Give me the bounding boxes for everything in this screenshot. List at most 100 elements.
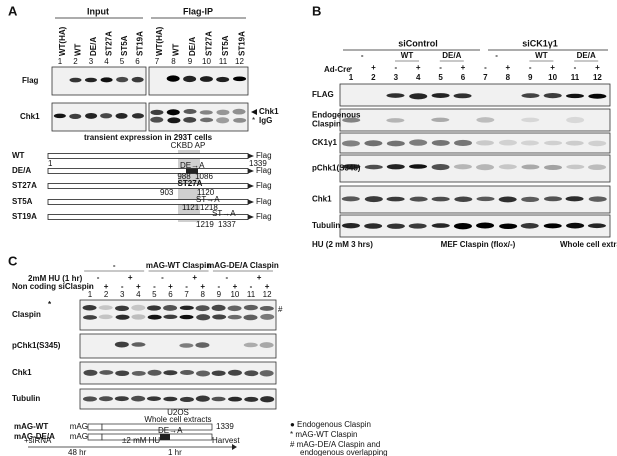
band — [150, 116, 164, 123]
lane-label: ST19A — [238, 31, 247, 56]
lane-number: 11 — [571, 73, 580, 82]
band — [453, 93, 472, 99]
lane-number: 4 — [416, 73, 421, 82]
band — [243, 304, 258, 311]
band — [115, 305, 130, 311]
mutation: DE→A — [180, 161, 205, 170]
band — [243, 314, 258, 321]
lane-number: 7 — [483, 73, 488, 82]
sign: - — [250, 282, 253, 291]
flag-arrow — [248, 183, 254, 189]
construct-bar — [101, 433, 213, 441]
lane-number: 10 — [202, 57, 211, 66]
lane-label: WT — [74, 43, 83, 56]
lane-number: 11 — [247, 290, 256, 299]
band — [227, 314, 242, 320]
row-label: pChk1(S345) — [12, 341, 61, 350]
lane-number: 5 — [152, 290, 157, 299]
sign: - — [89, 282, 92, 291]
band — [386, 164, 405, 170]
sign: + — [233, 282, 238, 291]
blot — [148, 102, 249, 132]
band — [498, 196, 517, 203]
lane-number: 6 — [168, 290, 173, 299]
header: Input — [87, 6, 109, 16]
residue: 1086 — [195, 172, 213, 181]
blot — [51, 102, 147, 132]
construct-bar — [47, 183, 249, 189]
band — [211, 396, 226, 402]
band — [588, 196, 607, 202]
blot — [339, 132, 611, 154]
row-label: Endogenous — [312, 111, 361, 120]
band — [566, 164, 585, 170]
band — [244, 396, 259, 402]
band — [476, 117, 495, 123]
construct-name: WT — [12, 151, 25, 160]
band — [260, 396, 275, 403]
sign: + — [136, 282, 141, 291]
row-label: pChk1(S345) — [312, 164, 361, 173]
band — [98, 305, 113, 310]
lane-number: 2 — [104, 290, 109, 299]
band — [454, 196, 473, 202]
residue: 1120 — [197, 188, 215, 197]
footnote: U2OS — [167, 408, 189, 417]
blot — [79, 333, 277, 359]
band — [498, 164, 517, 170]
blot — [339, 154, 611, 183]
legend-entry: * mAG-WT Claspin — [290, 430, 357, 439]
tag-label: Flag — [256, 151, 272, 160]
band — [233, 117, 247, 123]
band — [364, 140, 383, 147]
band — [179, 343, 194, 348]
band — [259, 306, 274, 311]
band — [453, 223, 472, 230]
lane-number: 3 — [120, 290, 125, 299]
blot — [79, 299, 277, 331]
band-mark: * — [48, 300, 52, 309]
band — [431, 139, 450, 146]
band — [409, 93, 428, 100]
construct-bar — [47, 168, 249, 174]
residue: 1219 — [196, 220, 214, 229]
band — [341, 140, 360, 147]
row-label: Claspin — [312, 120, 341, 129]
lane-number: 8 — [200, 290, 205, 299]
group-label: siControl — [398, 38, 438, 48]
sign: + — [461, 63, 466, 72]
construct-name: mAG-WT — [14, 422, 48, 431]
sign: + — [128, 273, 133, 282]
band — [409, 164, 428, 169]
band — [163, 304, 178, 311]
row-label: CK1γ1 — [312, 138, 337, 147]
subgroup-label: WT — [401, 51, 414, 60]
band — [179, 396, 194, 403]
band — [386, 223, 405, 229]
band — [565, 140, 584, 146]
sign: - — [484, 63, 487, 72]
band — [166, 75, 180, 82]
band — [565, 93, 584, 99]
timeline-label: ±2 mM HU — [122, 436, 160, 445]
band — [131, 113, 144, 119]
sign: - — [439, 63, 442, 72]
band — [196, 314, 211, 321]
band — [521, 164, 540, 170]
lane-number: 4 — [104, 57, 109, 66]
blot — [79, 361, 277, 385]
subgroup-label: - — [361, 51, 364, 60]
row-label: Tubulin — [312, 221, 340, 230]
band — [341, 222, 360, 229]
tag-label: mAG — [70, 432, 88, 441]
lane-number: 12 — [263, 290, 272, 299]
band — [543, 196, 562, 202]
row-label: Chk1 — [20, 112, 40, 121]
group-label: mAG-WT Claspin — [146, 261, 211, 270]
band — [98, 314, 113, 320]
band — [166, 109, 180, 116]
band — [131, 342, 146, 347]
mutation: DE→A — [158, 426, 183, 435]
band — [53, 113, 66, 119]
residue: 1339 — [216, 422, 234, 431]
